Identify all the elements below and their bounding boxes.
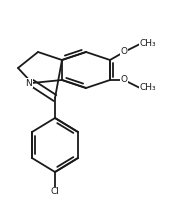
Text: N: N xyxy=(25,79,32,88)
Text: CH₃: CH₃ xyxy=(140,84,157,92)
Text: O: O xyxy=(121,76,128,84)
Text: CH₃: CH₃ xyxy=(140,39,157,49)
Text: O: O xyxy=(121,47,128,56)
Text: Cl: Cl xyxy=(50,188,59,197)
